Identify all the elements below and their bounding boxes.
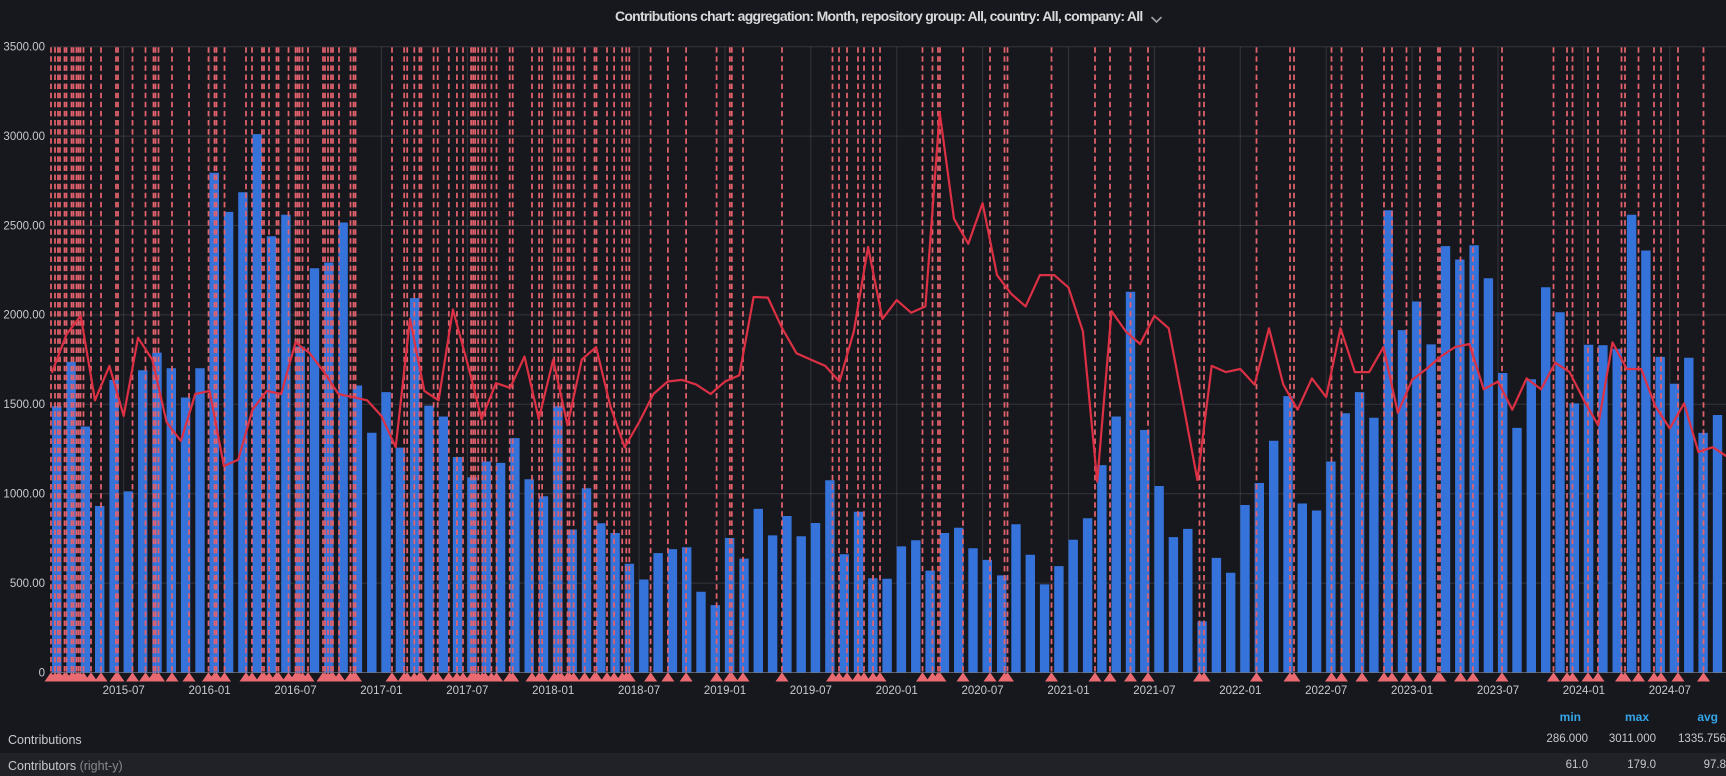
svg-text:2017-01: 2017-01	[360, 685, 402, 697]
svg-text:2024-07: 2024-07	[1649, 685, 1691, 697]
svg-text:1000.00: 1000.00	[3, 489, 45, 501]
svg-text:2018-07: 2018-07	[618, 685, 660, 697]
svg-text:2020-07: 2020-07	[961, 685, 1003, 697]
svg-text:2500.00: 2500.00	[3, 220, 45, 232]
svg-text:2021-01: 2021-01	[1047, 685, 1089, 697]
svg-text:3000.00: 3000.00	[3, 131, 45, 143]
svg-text:2023-01: 2023-01	[1391, 685, 1433, 697]
svg-text:2000.00: 2000.00	[3, 310, 45, 322]
svg-text:2020-01: 2020-01	[876, 685, 918, 697]
svg-text:2015-07: 2015-07	[103, 685, 145, 697]
svg-text:2022-07: 2022-07	[1305, 685, 1347, 697]
svg-text:2016-07: 2016-07	[274, 685, 316, 697]
svg-text:2018-01: 2018-01	[532, 685, 574, 697]
svg-text:3500.00: 3500.00	[3, 42, 45, 54]
svg-text:2022-01: 2022-01	[1219, 685, 1261, 697]
svg-text:2019-07: 2019-07	[790, 685, 832, 697]
svg-text:2019-01: 2019-01	[704, 685, 746, 697]
svg-text:1500.00: 1500.00	[3, 399, 45, 411]
svg-text:2023-07: 2023-07	[1477, 685, 1519, 697]
svg-text:0: 0	[39, 667, 45, 679]
svg-text:2016-01: 2016-01	[188, 685, 230, 697]
svg-text:2021-07: 2021-07	[1133, 685, 1175, 697]
svg-text:2024-01: 2024-01	[1563, 685, 1605, 697]
svg-text:500.00: 500.00	[10, 578, 45, 590]
svg-text:2017-07: 2017-07	[446, 685, 488, 697]
